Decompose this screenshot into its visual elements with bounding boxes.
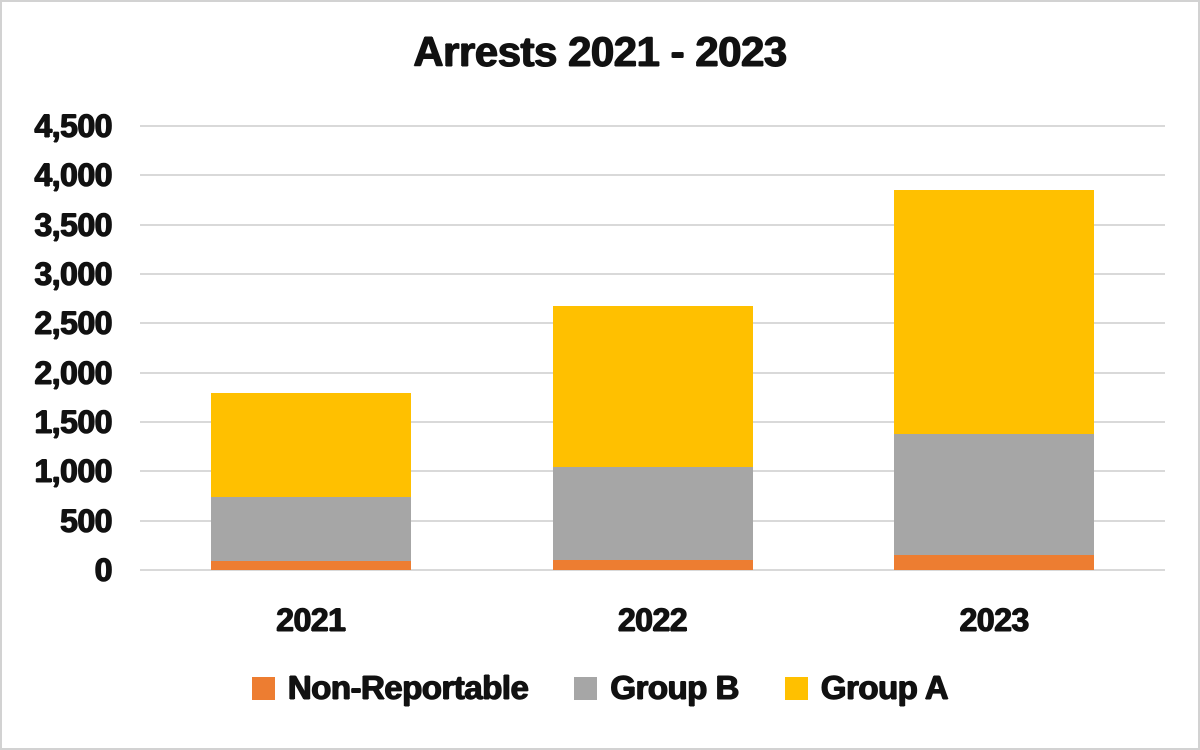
- bar-segment-2022-group-a: [552, 305, 753, 468]
- bar-2021: [210, 393, 411, 570]
- x-tick-label-2022: 2022: [617, 602, 688, 638]
- bar-2022: [552, 305, 753, 570]
- y-tick-label-1-000: 1,000: [34, 453, 112, 490]
- x-tick-label-2023: 2023: [959, 602, 1030, 638]
- legend-label-group-a: Group A: [820, 669, 949, 706]
- y-tick-label-4-500: 4,500: [34, 108, 112, 144]
- legend-label-group-b: Group B: [610, 669, 739, 706]
- y-tick-label-2-000: 2,000: [34, 354, 112, 391]
- bar-segment-2023-group-a: [894, 190, 1095, 434]
- gridline-0: [140, 569, 1165, 571]
- legend-label-non-reportable: Non-Reportable: [287, 669, 529, 706]
- x-tick-label-2021: 2021: [276, 602, 346, 638]
- gridline-3-000: [140, 273, 1165, 275]
- bar-segment-2021-group-a: [210, 393, 411, 497]
- bar-segment-2023-non-reportable: [894, 555, 1095, 570]
- gridline-3-500: [140, 223, 1165, 226]
- bar-segment-2021-non-reportable: [210, 561, 411, 570]
- bar-segment-2022-non-reportable: [552, 560, 753, 570]
- y-tick-label-3-500: 3,500: [34, 206, 112, 243]
- gridline-4-000: [140, 174, 1165, 177]
- y-tick-label-1-500: 1,500: [34, 404, 112, 440]
- bar-segment-2023-group-b: [894, 433, 1095, 556]
- y-tick-label-0: 0: [94, 552, 113, 588]
- y-tick-label-500: 500: [60, 502, 112, 539]
- legend-swatch-group-b-icon: [574, 676, 598, 700]
- gridline-4-500: [140, 125, 1165, 127]
- legend-item-group-a: Group A: [784, 669, 949, 706]
- legend-swatch-non-reportable-icon: [251, 676, 275, 700]
- y-tick-label-2-500: 2,500: [34, 305, 112, 342]
- bar-segment-2022-group-b: [552, 467, 753, 561]
- legend-item-non-reportable: Non-Reportable: [251, 669, 529, 706]
- y-tick-label-3-000: 3,000: [34, 256, 112, 292]
- legend-item-group-b: Group B: [574, 669, 739, 706]
- chart-title: Arrests 2021 - 2023: [413, 28, 787, 75]
- legend: Non-Reportable Group B Group A: [2, 670, 1198, 706]
- bar-segment-2021-group-b: [210, 496, 411, 562]
- y-tick-label-4-000: 4,000: [34, 157, 112, 194]
- bar-2023: [894, 190, 1095, 570]
- legend-swatch-group-a-icon: [784, 676, 808, 700]
